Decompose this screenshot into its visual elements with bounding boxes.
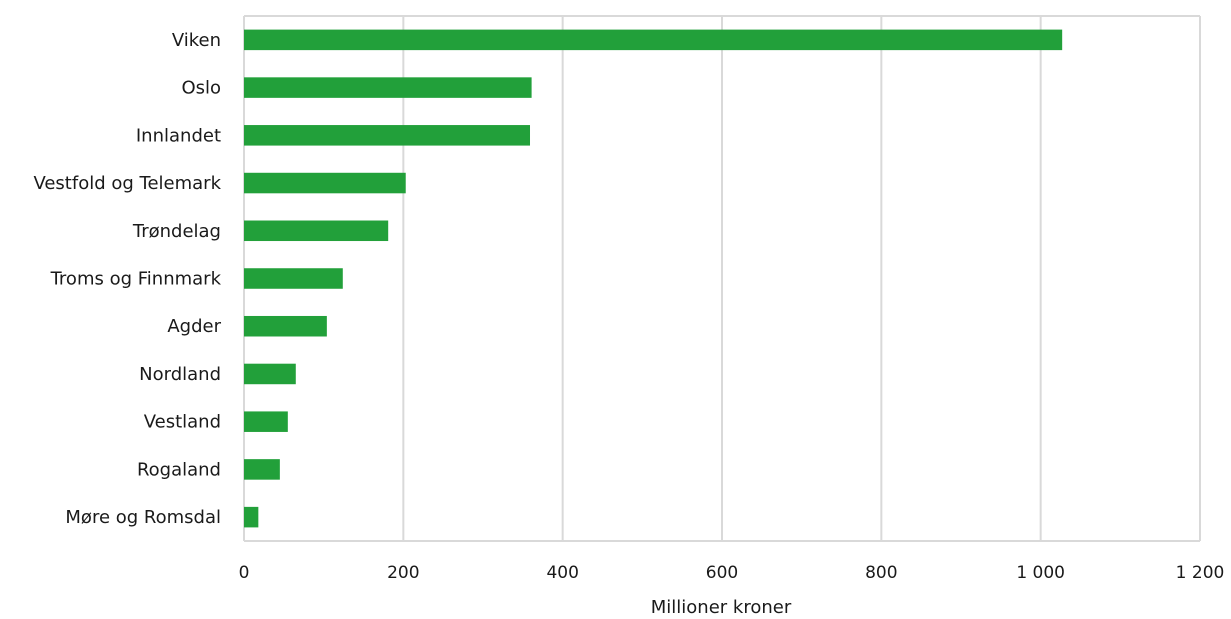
bar: [244, 220, 389, 242]
category-label: Vestfold og Telemark: [33, 173, 221, 194]
bar: [244, 506, 259, 528]
category-label: Møre og Romsdal: [65, 507, 221, 528]
x-tick-label: 1 000: [1016, 563, 1065, 583]
bar: [244, 125, 531, 146]
bar: [244, 29, 1063, 51]
category-label: Oslo: [181, 78, 221, 99]
category-label: Rogaland: [137, 459, 221, 480]
x-axis-title: Millioner kroner: [651, 597, 792, 618]
category-label: Innlandet: [136, 125, 221, 146]
category-label: Nordland: [139, 364, 221, 385]
bar: [244, 268, 343, 289]
x-tick-label: 1 200: [1176, 563, 1225, 583]
x-tick-labels: 0 200 400 600 800 1 000 1 200: [239, 563, 1225, 583]
category-labels: Viken Oslo Innlandet Vestfold og Telemark Tr…: [33, 30, 221, 528]
bar: [244, 172, 406, 194]
category-label: Vestland: [144, 412, 221, 433]
x-tick-label: 800: [865, 563, 897, 583]
x-tick-label: 200: [387, 563, 419, 583]
bar: [244, 411, 288, 432]
bar: [244, 315, 327, 337]
gridlines: [243, 15, 1201, 542]
bar: [244, 77, 532, 98]
category-label: Trøndelag: [132, 221, 221, 242]
x-tick-label: 0: [239, 563, 250, 583]
bar: [244, 363, 296, 385]
x-tick-label: 600: [706, 563, 738, 583]
x-tick-label: 400: [546, 563, 578, 583]
category-label: Agder: [167, 316, 221, 337]
bar: [244, 459, 280, 480]
category-label: Viken: [172, 30, 221, 51]
category-label: Troms og Finnmark: [50, 269, 222, 290]
bars: [244, 29, 1063, 528]
